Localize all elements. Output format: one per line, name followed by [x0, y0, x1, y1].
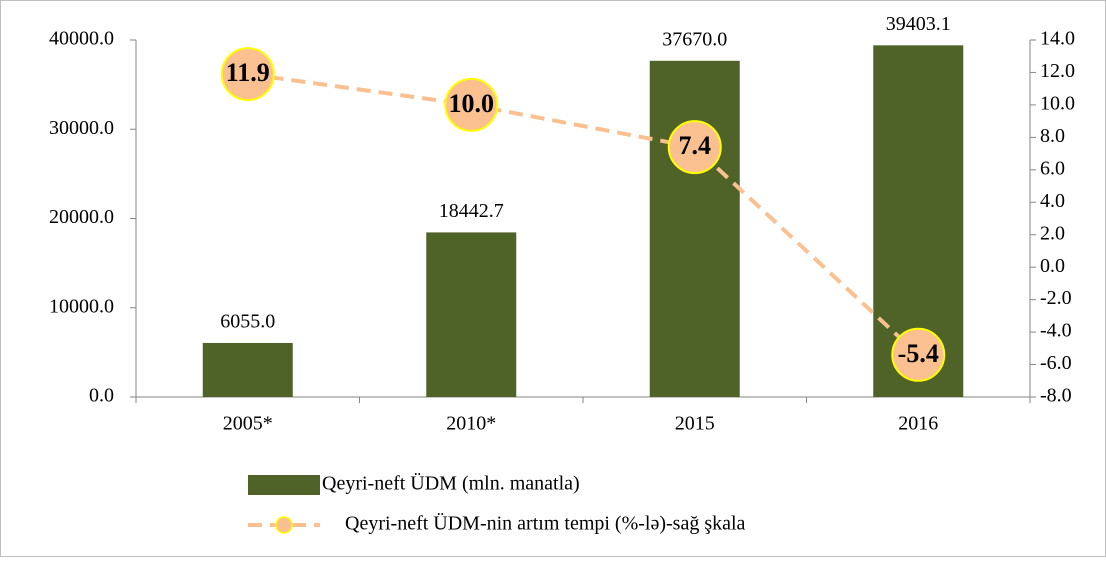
line	[247, 72, 920, 357]
line-value-label: 10.0	[449, 89, 495, 118]
legend-marker	[275, 516, 293, 534]
y2-tick-label: 4.0	[1040, 190, 1065, 212]
y2-tick-label: 12.0	[1040, 60, 1075, 82]
legend-label: Qeyri-neft ÜDM-nin artım tempi (%-lə)-sa…	[345, 512, 746, 535]
y2-tick-label: -2.0	[1040, 287, 1072, 309]
legend-swatch	[248, 475, 320, 495]
y2-tick-label: 2.0	[1040, 222, 1065, 244]
line-marker	[444, 77, 499, 132]
line-value-label: 7.4	[679, 131, 712, 160]
x-tick-label: 2015	[675, 413, 715, 435]
bar-value-label: 18442.7	[439, 200, 504, 222]
y2-tick-label: -4.0	[1040, 320, 1072, 342]
y-tick-label: 30000.0	[49, 117, 114, 139]
line-value-label: 11.9	[226, 58, 270, 87]
legend-label: Qeyri-neft ÜDM (mln. manatla)	[322, 472, 580, 495]
x-tick-label: 2016	[898, 413, 938, 435]
bar	[426, 232, 517, 397]
y2-tick-label: 14.0	[1040, 28, 1075, 50]
y2-tick-label: 0.0	[1040, 255, 1065, 277]
line-marker	[891, 327, 946, 382]
x-tick-label: 2005*	[223, 413, 273, 435]
bar	[202, 342, 293, 397]
y2-tick-label: -8.0	[1040, 385, 1072, 407]
line-marker	[220, 47, 275, 102]
y2-tick-label: -6.0	[1040, 352, 1072, 374]
line-marker	[667, 120, 722, 175]
line-value-label: -5.4	[898, 339, 939, 368]
y-tick-label: 40000.0	[49, 28, 114, 50]
bar-value-label: 37670.0	[662, 28, 727, 50]
bar-value-label: 39403.1	[886, 13, 951, 35]
y2-tick-label: 6.0	[1040, 157, 1065, 179]
bar	[649, 60, 740, 397]
y-tick-label: 0.0	[89, 385, 114, 407]
x-tick-label: 2010*	[446, 413, 496, 435]
y-tick-label: 20000.0	[49, 206, 114, 228]
bar-value-label: 6055.0	[220, 311, 275, 333]
y2-tick-label: 10.0	[1040, 93, 1075, 115]
y2-tick-label: 8.0	[1040, 125, 1065, 147]
y-tick-label: 10000.0	[49, 295, 114, 317]
